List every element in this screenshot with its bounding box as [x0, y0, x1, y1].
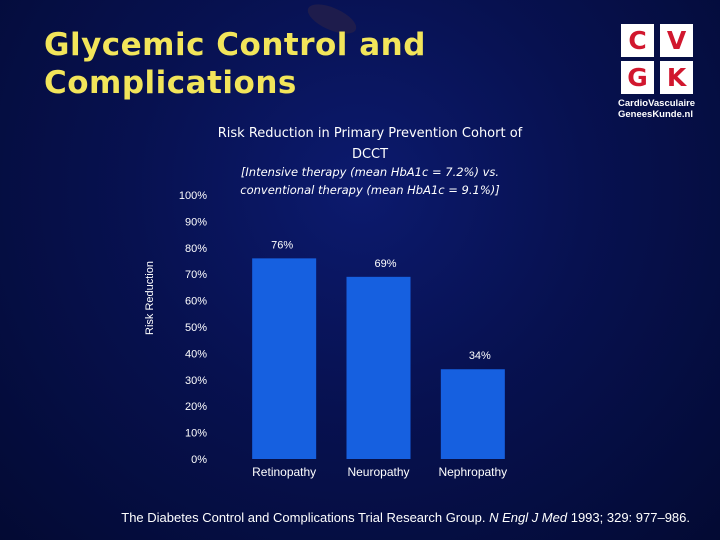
y-tick-label: 10%: [185, 428, 207, 440]
reference-volume-pages: 1993; 329: 977–986.: [567, 510, 690, 525]
cvgk-logo: C V G K CardioVasculaire GeneesKunde.nl: [618, 24, 696, 120]
logo-letter-v: V: [660, 24, 693, 57]
bar-value-label: 76%: [271, 239, 293, 251]
logo-letter-k: K: [660, 61, 693, 94]
logo-letter-grid: C V G K: [621, 24, 694, 94]
chart-title: Risk Reduction in Primary Prevention Coh…: [217, 126, 523, 162]
y-tick-label: 30%: [185, 375, 207, 387]
y-tick-label: 40%: [185, 348, 207, 360]
slide-title-line-1: Glycemic Control and: [44, 27, 426, 63]
y-tick-label: 70%: [185, 269, 207, 281]
reference-authors: The Diabetes Control and Complications T…: [121, 510, 490, 525]
x-category-label: Retinopathy: [252, 465, 316, 479]
logo-letter-c: C: [621, 24, 654, 57]
y-axis-label: Risk Reduction: [144, 261, 156, 335]
bar-value-label: 69%: [374, 258, 396, 270]
logo-text: CardioVasculaire GeneesKunde.nl: [618, 98, 696, 120]
logo-text-line-2: GeneesKunde.nl: [618, 109, 693, 120]
y-tick-label: 90%: [185, 216, 207, 228]
chart-subtitle: [Intensive therapy (mean HbA1c = 7.2%) v…: [240, 165, 500, 197]
reference-citation: The Diabetes Control and Complications T…: [100, 510, 690, 526]
y-tick-label: 0%: [191, 454, 207, 466]
reference-journal: N Engl J Med: [489, 510, 568, 525]
slide-title-line-2: Complications: [44, 65, 297, 101]
logo-text-line-1: CardioVasculaire: [618, 98, 696, 109]
x-category-label: Neuropathy: [347, 465, 409, 479]
y-tick-label: 20%: [185, 401, 207, 413]
slide-title: Glycemic Control and Complications: [44, 26, 426, 102]
bar-nephropathy: [440, 369, 505, 459]
x-category-label: Nephropathy: [438, 465, 507, 479]
y-tick-label: 50%: [185, 322, 207, 334]
y-tick-label: 80%: [185, 243, 207, 255]
bar-value-label: 34%: [469, 350, 491, 362]
bar-neuropathy: [346, 276, 411, 459]
y-tick-label: 100%: [179, 190, 207, 202]
y-tick-label: 60%: [185, 296, 207, 308]
bar-retinopathy: [252, 258, 317, 459]
logo-letter-g: G: [621, 61, 654, 94]
